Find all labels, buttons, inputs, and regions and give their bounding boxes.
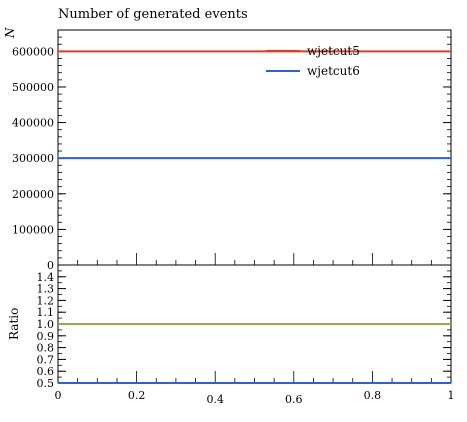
main-frame <box>57 29 452 266</box>
ratio-y-tick-label: 1.3 <box>37 283 55 296</box>
ratio-y-tick-label: 0.6 <box>37 365 55 378</box>
ratio-y-tick-label: 1.2 <box>37 294 55 307</box>
ratio-plot-panel: 0.50.60.70.80.91.01.11.21.31.40 0.2 0.4 0.6… <box>37 264 455 406</box>
ratio-x-tick-label: 0 <box>55 389 62 402</box>
ratio-x-tick-label: 0.2 <box>128 389 146 402</box>
y-axis-label: N <box>3 27 17 39</box>
chart-title: Number of generated events <box>58 7 248 22</box>
legend: wjetcut5 wjetcut6 <box>266 44 360 78</box>
main-y-tick-label: 500000 <box>12 81 54 94</box>
main-plot-panel: 0 100000 200000 300000 400000 500000 600000 <box>12 29 452 272</box>
ratio-y-tick-label: 0.9 <box>37 330 55 343</box>
ratio-x-tick-label: 1 <box>448 389 455 402</box>
ratio-y-tick-label: 1.0 <box>37 318 55 331</box>
ratio-x-tick-label: 0.8 <box>364 389 382 402</box>
ratio-x-tick-label: 0.4 <box>206 393 224 406</box>
main-y-tick-label: 600000 <box>12 45 54 58</box>
ratio-y-tick-label: 0.7 <box>37 353 55 366</box>
main-y-tick-label: 100000 <box>12 223 54 236</box>
main-y-tick-label: 200000 <box>12 188 54 201</box>
legend-label-wjetcut6: wjetcut6 <box>307 64 360 78</box>
main-y-tick-label: 0 <box>47 259 54 272</box>
ratio-axis-label: Ratio <box>7 308 21 340</box>
legend-label-wjetcut5: wjetcut5 <box>307 44 360 58</box>
ratio-y-tick-label: 0.5 <box>37 377 55 390</box>
ratio-y-tick-label: 1.4 <box>37 271 55 284</box>
main-y-tick-label: 300000 <box>12 152 54 165</box>
main-y-tick-label: 400000 <box>12 117 54 130</box>
ratio-y-tick-label: 1.1 <box>37 306 55 319</box>
ratio-x-tick-label: 0.6 <box>285 393 303 406</box>
ratio-y-tick-label: 0.8 <box>37 342 55 355</box>
